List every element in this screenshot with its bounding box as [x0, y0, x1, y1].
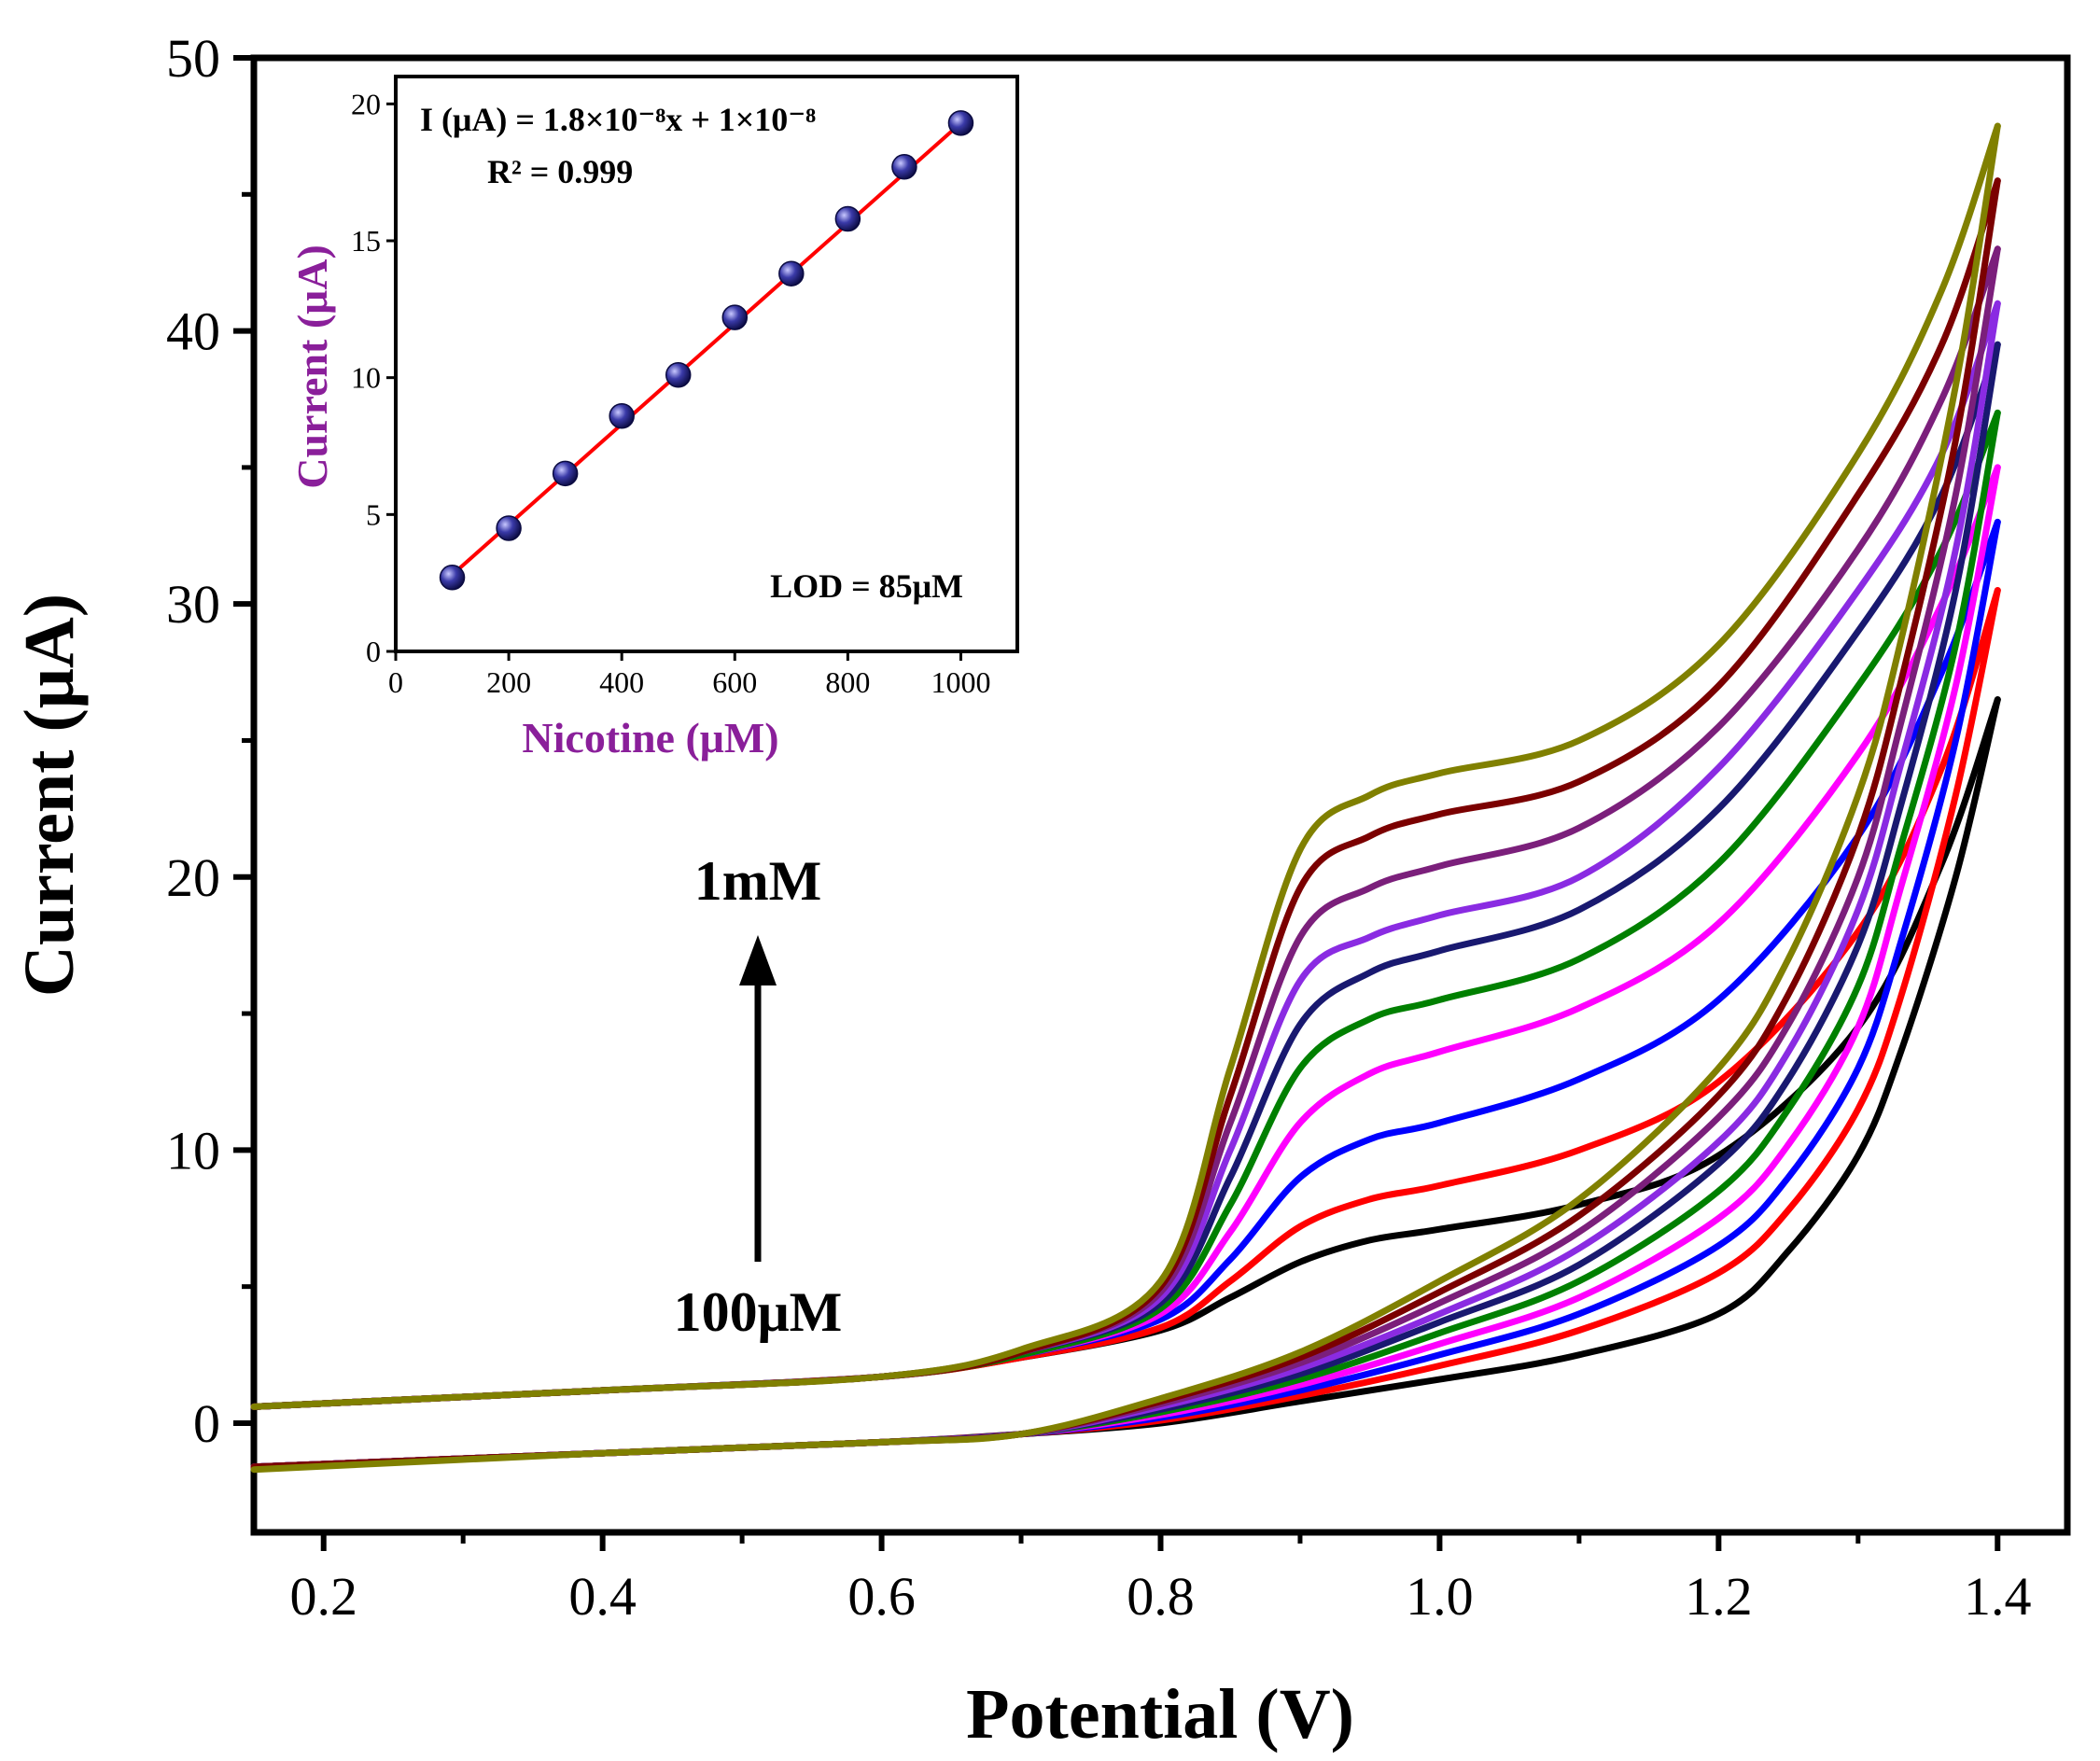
x-tick-label: 0.8 — [1127, 1566, 1195, 1627]
inset-data-point — [439, 565, 466, 591]
y-tick-label: 10 — [166, 1120, 220, 1181]
inset-data-point — [552, 460, 579, 487]
inset-y-tick-label: 0 — [366, 635, 381, 668]
cv-forward-scan-9 — [250, 122, 2001, 1410]
x-tick-label: 1.4 — [1964, 1566, 2032, 1627]
annotation-top: 1mM — [694, 850, 822, 912]
y-tick-label: 50 — [166, 28, 220, 89]
inset-data-point — [721, 304, 749, 330]
annotation-bottom: 100μM — [674, 1281, 843, 1343]
y-tick-label: 40 — [166, 301, 220, 362]
inset-fit-line — [451, 121, 962, 577]
x-tick-label: 1.2 — [1685, 1566, 1753, 1627]
inset-y-tick-label: 5 — [366, 497, 381, 531]
inset-x-title: Nicotine (μM) — [522, 714, 778, 762]
y-tick-label: 20 — [166, 847, 220, 908]
inset-r-squared: R² = 0.999 — [487, 153, 633, 190]
inset-data-point — [947, 110, 974, 136]
cv-reverse-scan-9 — [250, 122, 2001, 1474]
x-tick-label: 0.4 — [568, 1566, 637, 1627]
inset-y-title: Current (μA) — [288, 245, 336, 489]
inset-data-point — [496, 515, 522, 541]
inset-y-tick-label: 10 — [351, 361, 381, 395]
inset-x-tick-label: 400 — [599, 665, 644, 699]
x-tick-label: 0.2 — [289, 1566, 357, 1627]
inset-lod: LOD = 85μM — [770, 567, 963, 605]
inset-y-tick-label: 15 — [351, 224, 381, 258]
inset-data-point — [891, 154, 917, 180]
y-tick-label: 0 — [193, 1393, 220, 1454]
y-tick-label: 30 — [166, 574, 220, 635]
inset-x-tick-label: 200 — [486, 665, 531, 699]
cv-forward-scan-2 — [250, 518, 2001, 1410]
y-axis-title: Current (μA) — [10, 594, 89, 997]
inset-x-tick-label: 600 — [712, 665, 757, 699]
cv-reverse-scan-0 — [250, 696, 2001, 1471]
increase-arrow-head — [739, 935, 777, 985]
x-tick-label: 0.6 — [847, 1566, 916, 1627]
x-axis-title: Potential (V) — [966, 1675, 1354, 1754]
inset-data-point — [609, 402, 635, 429]
x-tick-label: 1.0 — [1406, 1566, 1474, 1627]
inset-x-tick-label: 0 — [388, 665, 403, 699]
inset-frame — [394, 75, 1019, 653]
inset-plot: 0 200 400 600 800 1000 0 5 10 15 20 — [351, 87, 990, 699]
inset-y-tick-label: 20 — [351, 87, 381, 120]
inset-data-point — [834, 205, 861, 232]
inset-data-point — [665, 361, 692, 388]
inset-x-tick-label: 1000 — [931, 665, 990, 699]
inset-equation: I (μA) = 1.8×10⁻⁸x + 1×10⁻⁸ — [420, 101, 816, 138]
inset-x-tick-label: 800 — [825, 665, 870, 699]
inset-data-point — [778, 260, 805, 287]
cv-curves — [250, 122, 2001, 1474]
